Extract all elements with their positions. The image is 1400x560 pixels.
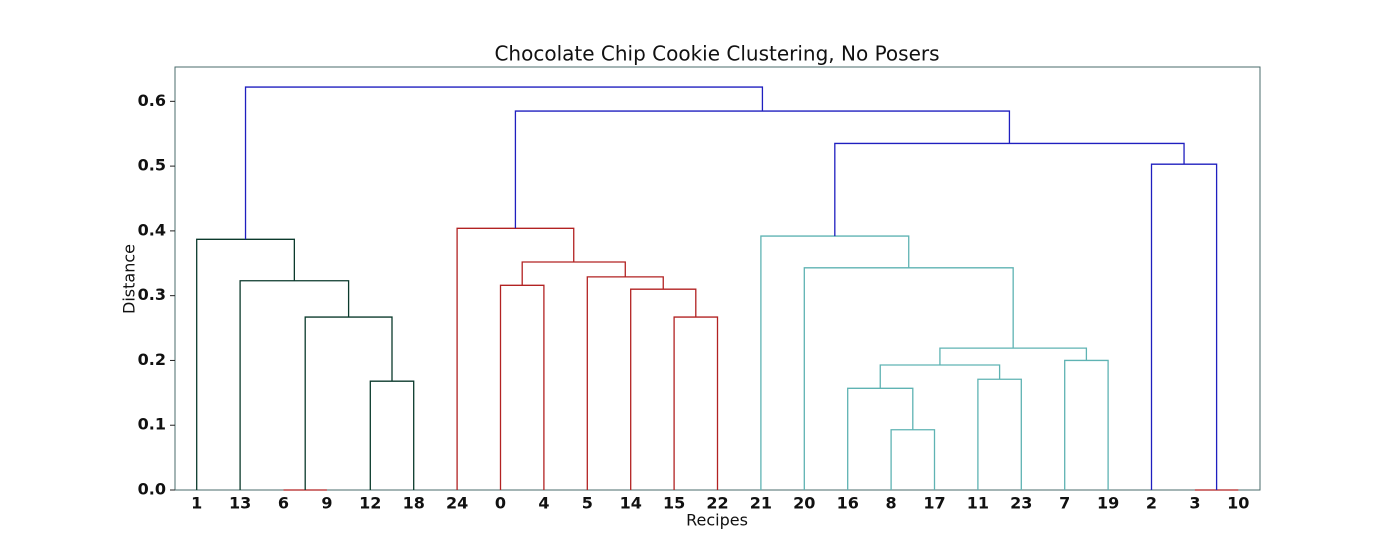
dendrogram-link bbox=[673, 316, 719, 490]
x-tick-label: 5 bbox=[582, 494, 593, 513]
x-tick-label: 18 bbox=[403, 494, 425, 513]
y-tick-label: 0.0 bbox=[138, 480, 166, 499]
x-tick-label: 22 bbox=[706, 494, 728, 513]
x-tick-label: 6 bbox=[278, 494, 289, 513]
dendrogram-link bbox=[196, 238, 295, 490]
dendrogram-link bbox=[456, 227, 575, 490]
x-tick-label: 9 bbox=[321, 494, 332, 513]
x-tick-label: 11 bbox=[967, 494, 989, 513]
x-tick-label: 2 bbox=[1146, 494, 1157, 513]
x-tick-label: 17 bbox=[923, 494, 945, 513]
x-tick-label: 21 bbox=[750, 494, 772, 513]
x-axis-label: Recipes bbox=[686, 511, 748, 530]
x-tick-label: 19 bbox=[1097, 494, 1119, 513]
dendrogram-link bbox=[760, 235, 910, 490]
dendrogram-link bbox=[499, 284, 545, 490]
dendrogram-link bbox=[369, 380, 415, 490]
x-tick-label: 4 bbox=[538, 494, 549, 513]
y-tick-label: 0.5 bbox=[138, 156, 166, 175]
y-tick-label: 0.2 bbox=[138, 350, 166, 369]
dendrogram-link bbox=[803, 267, 1014, 490]
dendrogram-link bbox=[834, 142, 1185, 237]
x-tick-label: 16 bbox=[837, 494, 859, 513]
x-tick-label: 13 bbox=[229, 494, 251, 513]
x-tick-label: 1 bbox=[191, 494, 202, 513]
x-tick-label: 12 bbox=[359, 494, 381, 513]
y-tick-label: 0.1 bbox=[138, 415, 166, 434]
x-tick-label: 0 bbox=[495, 494, 506, 513]
x-tick-label: 20 bbox=[793, 494, 815, 513]
dendrogram-link bbox=[521, 261, 626, 286]
y-axis-label: Distance bbox=[120, 244, 139, 314]
dendrogram-link bbox=[847, 387, 914, 490]
y-tick-label: 0.3 bbox=[138, 285, 166, 304]
x-tick-label: 14 bbox=[620, 494, 642, 513]
x-tick-label: 7 bbox=[1059, 494, 1070, 513]
chart-title: Chocolate Chip Cookie Clustering, No Pos… bbox=[494, 42, 939, 66]
x-tick-label: 23 bbox=[1010, 494, 1032, 513]
dendrogram-link bbox=[977, 378, 1022, 490]
dendrogram-link bbox=[304, 316, 393, 490]
dendrogram-link bbox=[244, 86, 764, 240]
dendrogram-link bbox=[239, 280, 350, 490]
x-tick-label: 15 bbox=[663, 494, 685, 513]
dendrogram-link bbox=[514, 110, 1011, 229]
y-tick-label: 0.4 bbox=[138, 220, 166, 239]
x-tick-label: 24 bbox=[446, 494, 468, 513]
dendrogram-link bbox=[586, 276, 664, 490]
dendrogram-link bbox=[1064, 359, 1109, 490]
x-tick-label: 10 bbox=[1227, 494, 1249, 513]
dendrogram-link bbox=[630, 288, 697, 490]
dendrogram-link bbox=[879, 364, 1001, 389]
x-tick-label: 3 bbox=[1189, 494, 1200, 513]
dendrogram-link bbox=[890, 429, 936, 490]
y-tick-label: 0.6 bbox=[138, 91, 166, 110]
dendrogram-link bbox=[1150, 163, 1218, 490]
x-tick-label: 8 bbox=[886, 494, 897, 513]
